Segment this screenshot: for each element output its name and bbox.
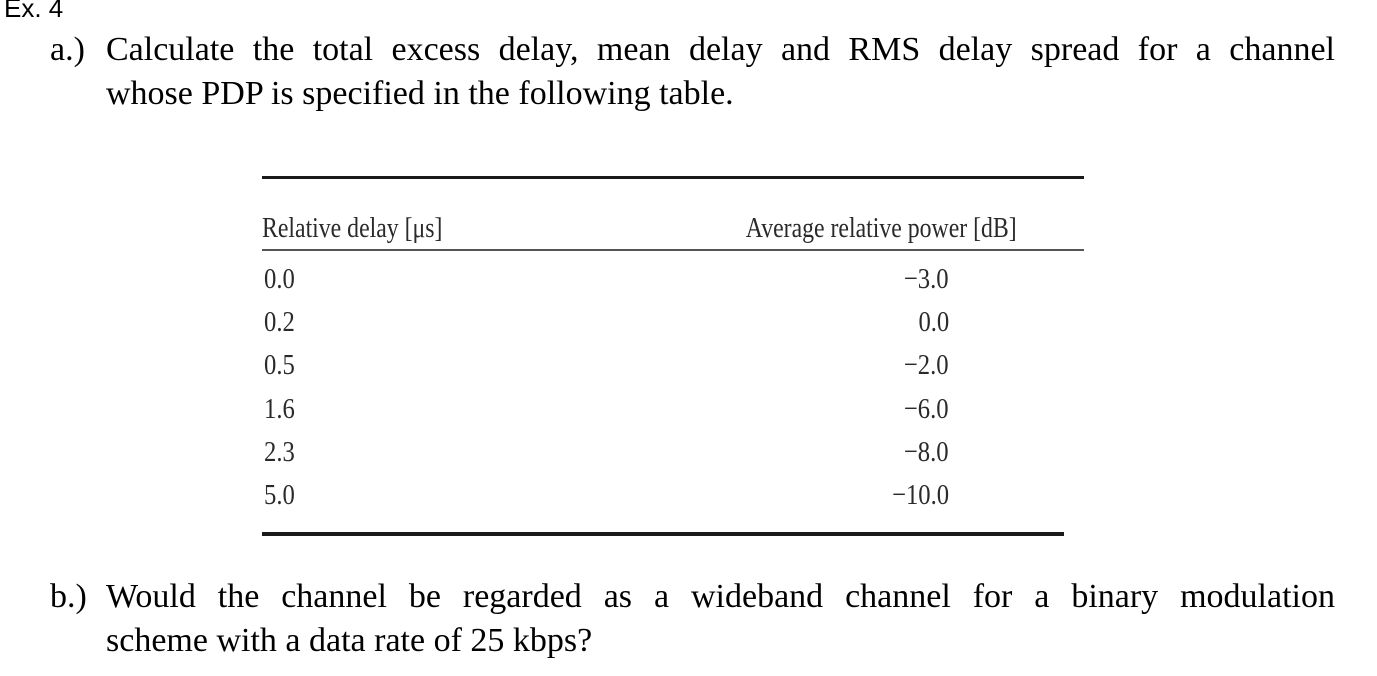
table-row: 1.6 −6.0: [262, 389, 1084, 432]
table-top-rule: [262, 176, 1084, 179]
question-b-text: Would the channel be regarded as a wideb…: [106, 575, 1335, 663]
table-bottom-rule: [262, 532, 1064, 537]
table-row: 0.5 −2.0: [262, 345, 1084, 388]
cell-delay: 0.0: [264, 263, 295, 295]
table-header-rule: [262, 249, 1084, 251]
table-row: 5.0 −10.0: [262, 475, 1084, 518]
table-row: 0.0 −3.0: [262, 259, 1084, 302]
cell-delay: 5.0: [264, 478, 295, 511]
cell-power: −8.0: [904, 435, 949, 468]
question-a: a.) Calculate the total excess delay, me…: [50, 28, 1335, 116]
question-b-line-2: scheme with a data rate of 25 kbps?: [106, 622, 593, 659]
question-b: b.) Would the channel be regarded as a w…: [50, 575, 1335, 663]
table-row: 0.2 0.0: [262, 302, 1084, 345]
table-header-row: Relative delay [μs] Average relative pow…: [262, 179, 1084, 245]
cell-delay: 0.2: [264, 306, 295, 339]
question-b-line-1: Would the channel be regarded as a wideb…: [106, 578, 1335, 615]
cell-power: −6.0: [904, 392, 949, 425]
cell-power: −2.0: [904, 349, 949, 382]
header-relative-delay: Relative delay [μs]: [262, 212, 443, 244]
table-body: 0.0 −3.0 0.2 0.0 0.5 −2.0 1.6 −6.0 2.3 −…: [262, 251, 1084, 518]
cell-power: −3.0: [904, 263, 949, 295]
header-average-power: Average relative power [dB]: [745, 212, 1017, 244]
cell-power: −10.0: [891, 478, 949, 511]
cell-delay: 1.6: [264, 392, 295, 425]
table-row: 2.3 −8.0: [262, 432, 1084, 475]
question-a-label: a.): [50, 31, 85, 68]
cell-power: 0.0: [918, 306, 949, 339]
cell-delay: 0.5: [264, 349, 295, 382]
question-a-line-2: whose PDP is specified in the following …: [106, 75, 734, 112]
question-b-label: b.): [50, 578, 87, 615]
pdp-table: Relative delay [μs] Average relative pow…: [262, 176, 1084, 537]
cell-delay: 2.3: [264, 435, 295, 468]
question-a-text: Calculate the total excess delay, mean d…: [106, 28, 1335, 116]
question-a-line-1: Calculate the total excess delay, mean d…: [106, 31, 1335, 68]
exercise-heading: Ex. 4: [4, 0, 64, 23]
